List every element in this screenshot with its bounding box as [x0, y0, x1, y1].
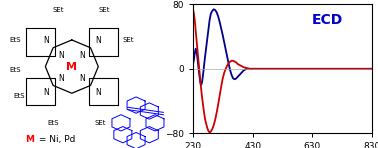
Text: ECD: ECD — [312, 13, 343, 27]
Text: N: N — [58, 51, 64, 60]
Text: = Ni, Pd: = Ni, Pd — [36, 135, 75, 144]
Text: M: M — [66, 62, 77, 72]
Text: N: N — [80, 74, 85, 83]
Text: N: N — [95, 88, 101, 97]
Text: SEt: SEt — [98, 7, 110, 13]
Text: EtS: EtS — [13, 93, 25, 99]
Text: M: M — [25, 135, 34, 144]
Text: EtS: EtS — [9, 67, 21, 73]
Text: N: N — [80, 51, 85, 60]
Text: N: N — [43, 88, 49, 97]
Text: SEt: SEt — [94, 120, 106, 126]
Text: N: N — [58, 74, 64, 83]
Text: N: N — [95, 36, 101, 45]
Text: SEt: SEt — [123, 37, 134, 43]
Text: EtS: EtS — [9, 37, 21, 43]
Text: SEt: SEt — [53, 7, 64, 13]
Text: N: N — [43, 36, 49, 45]
Text: EtS: EtS — [47, 120, 59, 126]
